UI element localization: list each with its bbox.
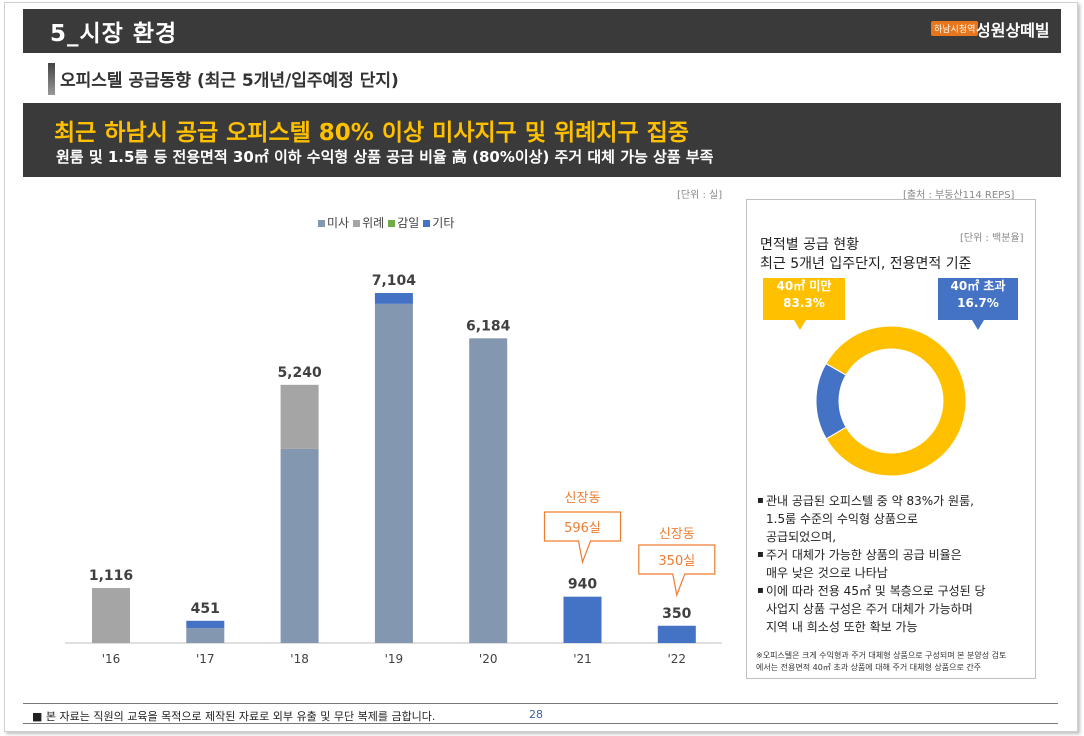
legend-label: 기타	[432, 216, 455, 230]
header-bar	[23, 9, 1061, 53]
legend-label: 위례	[362, 216, 385, 230]
brand-logo-text: 성원상떼빌	[976, 21, 1050, 40]
annotation-box	[543, 511, 622, 565]
legend-swatch	[353, 220, 361, 227]
legend-label: 감일	[397, 216, 420, 230]
legend-item: 감일	[388, 214, 419, 231]
bar-total-label: 451	[191, 601, 220, 617]
callout-under-40: 40㎡ 미만 83.3%	[763, 278, 845, 320]
annotation-count: 596실	[564, 521, 601, 536]
unit-note-left: [단위 : 실]	[677, 190, 723, 201]
chart-legend: 미사 위례 감일 기타	[318, 214, 454, 231]
panel-subtitle: 최근 5개년 입주단지, 전용면적 기준	[760, 256, 972, 272]
x-tick-label: '19	[385, 652, 404, 666]
bullet-item: 이에 따라 전용 45㎡ 및 복층으로 구성된 당 사업지 상품 구성은 주거 …	[757, 582, 986, 636]
annotation-area: 신장동	[565, 491, 601, 506]
panel-title: 면적별 공급 현황	[760, 237, 860, 253]
bar-segment	[186, 628, 225, 643]
footer-divider	[23, 723, 1058, 724]
footnote: ※오피스텔은 크게 수익형과 주거 대체형 상품으로 구성되며 본 분양성 검토…	[756, 651, 1007, 672]
page-title: 5_시장 환경	[50, 21, 178, 47]
bar-total-label: 940	[568, 577, 597, 593]
headline-main: 최근 하남시 공급 오피스텔 80% 이상 미사지구 및 위례지구 집중	[54, 120, 689, 146]
footer-disclaimer: ■ 본 자료는 직원의 교육을 목적으로 제작된 자료로 외부 유출 및 무단 …	[32, 710, 436, 723]
section-marker	[48, 63, 55, 95]
brand-badge: 하남시청역	[931, 21, 979, 36]
source-note: [출처 : 부동산114 REPS]	[903, 190, 1015, 201]
bar-segment	[374, 303, 413, 643]
x-tick-label: '16	[102, 652, 121, 666]
callout-tail	[972, 320, 984, 330]
x-tick-label: '20	[479, 652, 498, 666]
bullet-item: 주거 대체가 가능한 상품의 공급 비율은 매우 낮은 것으로 나타남	[757, 546, 986, 582]
legend-item: 기타	[423, 214, 454, 231]
bar-total-label: 6,184	[466, 318, 511, 334]
callout-over-40-value: 16.7%	[957, 296, 999, 310]
unit-note-right: [단위 : 백분율]	[960, 233, 1024, 244]
bar-segment	[280, 448, 319, 643]
bar-segment	[563, 596, 602, 643]
bar-segment	[280, 384, 319, 449]
legend-swatch	[423, 220, 431, 227]
x-tick-label: '17	[196, 652, 215, 666]
bar-segment	[374, 293, 413, 304]
section-title: 오피스텔 공급동향 (최근 5개년/입주예정 단지)	[60, 71, 399, 91]
bar-total-label: 5,240	[277, 365, 322, 381]
donut-slice	[815, 362, 847, 440]
annotation-count: 350실	[658, 554, 695, 569]
x-tick-label: '21	[573, 652, 592, 666]
legend-swatch	[318, 220, 325, 227]
bar-total-label: 1,116	[89, 568, 133, 584]
page-number: 28	[529, 708, 543, 721]
legend-item: 위례	[353, 214, 384, 231]
legend-item: 미사	[318, 214, 349, 231]
callout-under-40-label: 40㎡ 미만	[776, 279, 832, 293]
bullet-list: 관내 공급된 오피스텔 중 약 83%가 원룸, 1.5룸 수준의 수익형 상품…	[757, 492, 986, 636]
bar-total-label: 7,104	[372, 273, 417, 289]
callout-over-40-label: 40㎡ 초과	[950, 279, 1006, 293]
x-tick-label: '22	[668, 652, 687, 666]
donut-slice	[825, 325, 967, 477]
callout-under-40-value: 83.3%	[783, 296, 825, 310]
headline-box	[23, 103, 1061, 177]
bar-segment	[186, 620, 225, 629]
footer-divider	[23, 703, 1058, 704]
bar-segment	[92, 588, 130, 643]
headline-sub: 원룸 및 1.5룸 등 전용면적 30㎡ 이하 수익형 상품 공급 비율 高 (…	[56, 148, 714, 166]
x-tick-label: '18	[290, 652, 309, 666]
bar-segment	[469, 338, 508, 643]
bullet-item: 관내 공급된 오피스텔 중 약 83%가 원룸, 1.5룸 수준의 수익형 상품…	[757, 492, 986, 546]
legend-swatch	[388, 220, 396, 227]
annotation-area: 신장동	[659, 527, 695, 542]
annotation-box	[638, 544, 716, 598]
bar-segment	[657, 625, 696, 643]
legend-label: 미사	[327, 216, 350, 230]
callout-tail	[794, 320, 806, 330]
bar-total-label: 350	[662, 606, 691, 622]
callout-over-40: 40㎡ 초과 16.7%	[938, 278, 1018, 320]
